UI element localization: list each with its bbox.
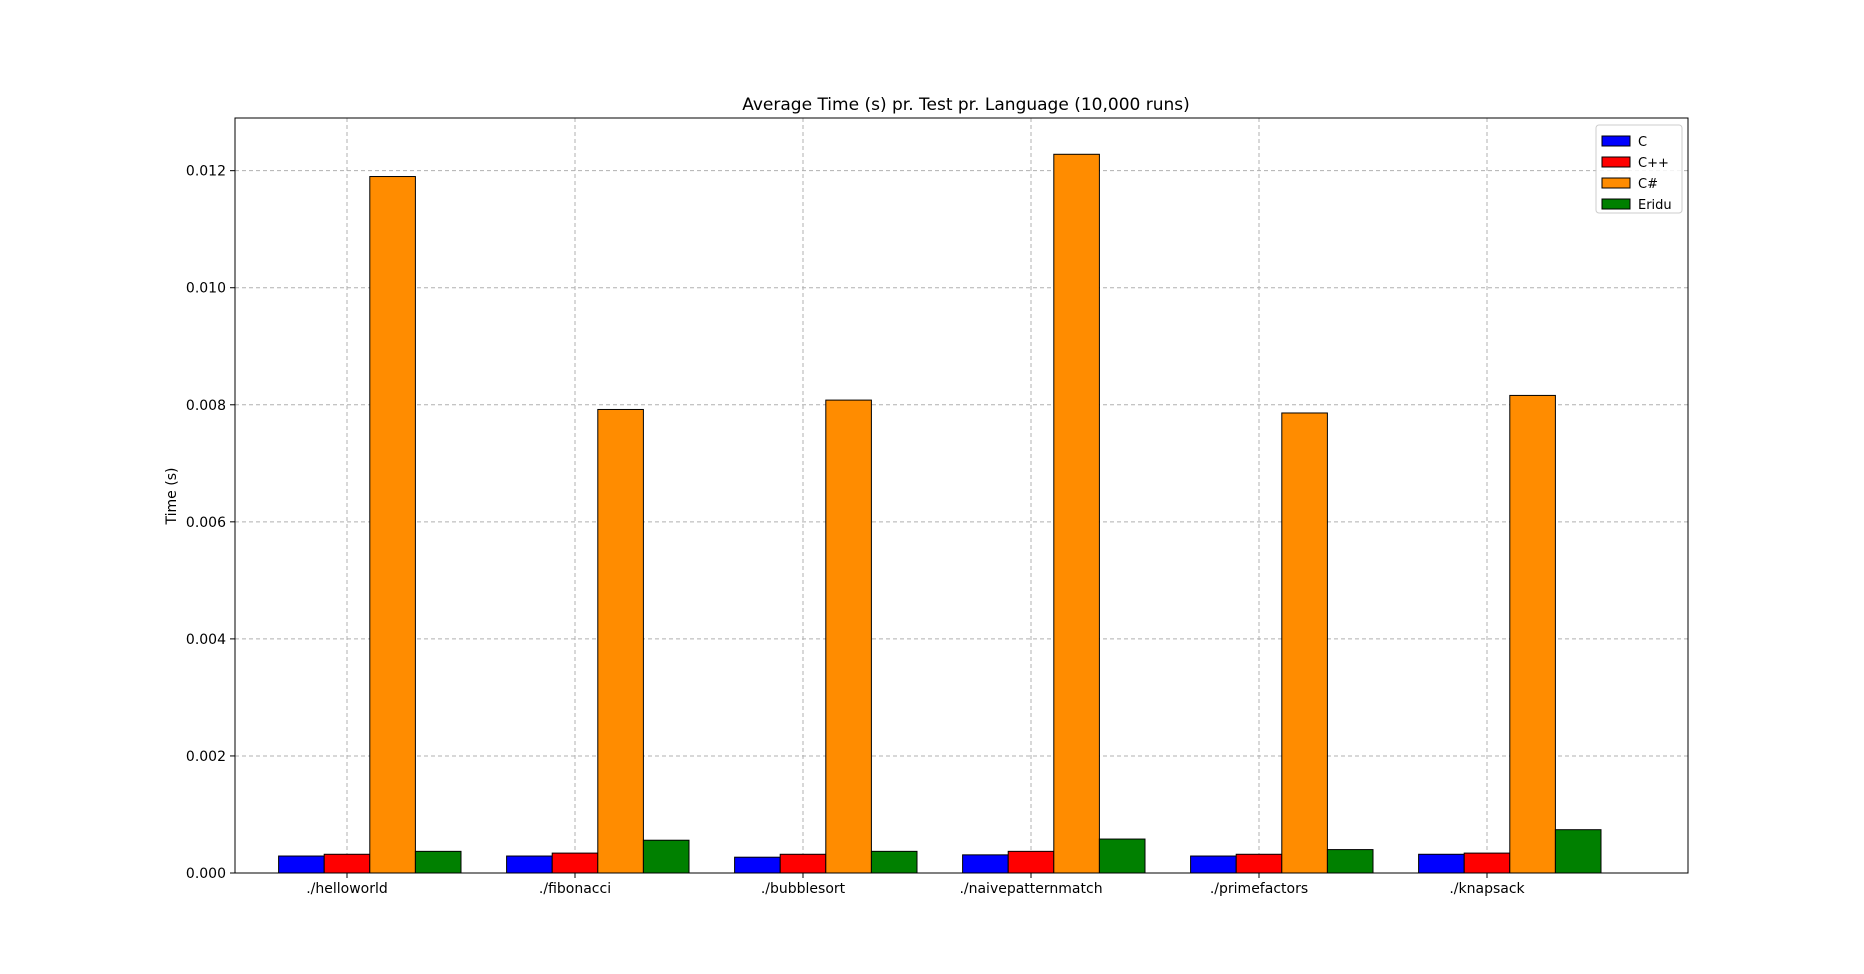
bar-c-1 <box>369 176 416 874</box>
x-tick-label: ./knapsack <box>1449 881 1525 897</box>
bar-eridu-4 <box>1098 838 1146 874</box>
bar-c-4 <box>1053 153 1100 874</box>
y-tick-label: 0.012 <box>186 164 226 180</box>
bar-c-2 <box>506 855 553 874</box>
bar-c-3 <box>825 399 872 874</box>
bars <box>278 153 1602 874</box>
bar-c-5 <box>1281 412 1328 874</box>
legend-label: C <box>1638 135 1647 150</box>
plot-frame <box>234 117 1689 874</box>
bar-c-4 <box>962 854 1009 874</box>
x-tick-label: ./primefactors <box>1210 881 1308 897</box>
chart-title: Average Time (s) pr. Test pr. Language (… <box>742 95 1190 115</box>
bar-c-6 <box>1463 852 1511 874</box>
legend-label: Eridu <box>1638 198 1672 213</box>
legend-label: C++ <box>1638 156 1669 171</box>
bar-c-6 <box>1418 853 1465 874</box>
x-tick-label: ./naivepatternmatch <box>959 881 1102 897</box>
legend-box <box>1595 124 1683 214</box>
bar-eridu-1 <box>414 850 462 874</box>
bar-c-3 <box>734 856 781 874</box>
x-tick-label: ./fibonacci <box>539 881 611 897</box>
x-axis-ticks: ./helloworld ./fibonacci ./bubblesort ./nai… <box>306 873 1526 897</box>
y-tick-label: 0.002 <box>186 749 226 765</box>
bar-eridu-2 <box>642 839 690 874</box>
bar-c-2 <box>597 408 644 874</box>
y-tick-label: 0.010 <box>186 281 226 297</box>
bar-eridu-3 <box>870 850 918 874</box>
legend-swatch <box>1601 177 1631 189</box>
y-tick-label: 0.008 <box>186 398 226 414</box>
legend-swatch <box>1601 156 1631 168</box>
grid-lines <box>235 118 1688 874</box>
legend: C C++ C# Eridu <box>1595 124 1683 214</box>
bar-c-1 <box>278 855 325 874</box>
x-tick-label: ./helloworld <box>306 881 388 897</box>
y-axis-label: Time (s) <box>164 468 180 526</box>
bar-eridu-5 <box>1326 849 1374 874</box>
y-tick-label: 0.006 <box>186 515 226 531</box>
bar-c-2 <box>551 852 599 874</box>
bar-c-3 <box>779 853 827 874</box>
legend-label: C# <box>1638 177 1658 192</box>
bar-eridu-6 <box>1554 829 1602 874</box>
y-axis-ticks: 0.000 0.002 0.004 0.006 0.008 0.010 0.012 <box>186 164 235 882</box>
bar-c-5 <box>1190 855 1237 874</box>
bar-c-4 <box>1007 850 1055 874</box>
x-tick-label: ./bubblesort <box>761 881 846 897</box>
bar-c-5 <box>1235 853 1283 874</box>
legend-swatch <box>1601 198 1631 210</box>
legend-swatch <box>1601 135 1631 147</box>
y-tick-label: 0.004 <box>186 632 226 648</box>
bar-c-6 <box>1509 394 1556 874</box>
y-tick-label: 0.000 <box>186 866 226 882</box>
bar-c-1 <box>323 853 371 874</box>
